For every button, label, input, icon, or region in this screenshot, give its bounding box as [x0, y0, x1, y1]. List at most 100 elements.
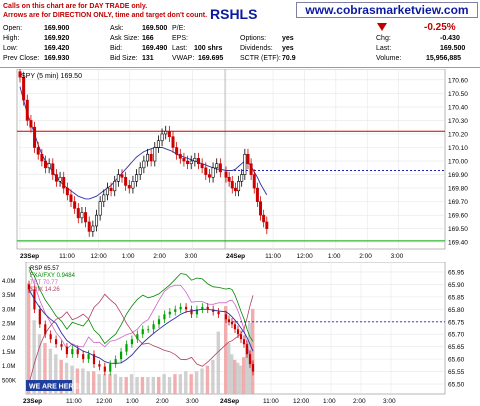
- prev-close-value: 169.930: [44, 55, 70, 62]
- vwap-label: VWAP:: [172, 55, 195, 62]
- price-candle-body: [142, 160, 146, 169]
- last-price-label: Last:: [376, 45, 392, 52]
- price-candle-body: [149, 153, 153, 162]
- rsp-candle-body: [239, 334, 243, 340]
- volume-bar: [113, 374, 118, 394]
- ask-value: 169.500: [142, 25, 168, 32]
- low-value: 169.420: [44, 45, 70, 52]
- volume-bar: [194, 371, 199, 394]
- indicator-legend-entry: FXA/FXY 0.9484: [30, 273, 76, 279]
- rsp-candle-body: [227, 319, 231, 322]
- price-candle-body: [211, 167, 215, 178]
- price-y-tick-label: 169.50: [448, 226, 468, 233]
- rsp-candle-body: [54, 339, 58, 345]
- rsp-candle-body: [114, 359, 117, 365]
- indicator-overlays: [28, 266, 254, 385]
- rsp-candle-body: [224, 314, 228, 320]
- bid-value: 169.490: [142, 45, 168, 52]
- bid-label: Bid:: [110, 45, 123, 52]
- indicator-x-tick-label: 11:00: [66, 398, 82, 405]
- sctr-label: SCTR (ETF):: [240, 55, 281, 62]
- price-plot-area: [16, 69, 446, 250]
- indicator-x-tick-label: 12:00: [96, 398, 113, 405]
- volume-bar: [146, 376, 150, 394]
- volume-bar: [81, 368, 85, 394]
- volume-bar: [242, 357, 246, 394]
- price-y-tick-label: 170.50: [448, 91, 468, 98]
- volume-y-tick-label: 1.0M: [2, 364, 15, 370]
- volume-bar: [157, 376, 161, 394]
- high-value: 169.920: [44, 35, 70, 42]
- rsp-candle-body: [195, 309, 199, 315]
- rsp-candle-body: [201, 306, 204, 310]
- chg-label: Chg:: [376, 35, 391, 42]
- price-candle-body: [73, 201, 77, 209]
- indicator-y-tick-label: 65.95: [448, 269, 465, 276]
- indicator-x-tick-label: 3:00: [383, 398, 396, 405]
- fxa-fxy-line: [28, 266, 254, 345]
- volume-bar: [167, 376, 172, 394]
- price-candle-body: [69, 194, 73, 202]
- price-candle-body: [178, 153, 182, 159]
- rsp-candle-body: [109, 364, 112, 372]
- volume-bar: [119, 376, 123, 394]
- price-legend: SPY (5 min) 169.50: [21, 73, 82, 80]
- indicator-x-tick-label: 11:00: [263, 398, 279, 405]
- price-x-tick-label: 24Sep: [226, 253, 245, 260]
- rsp-candle-body: [174, 309, 177, 312]
- indicator-y-tick-label: 65.70: [448, 332, 465, 339]
- rsp-candle-body: [87, 354, 90, 360]
- price-candle-body: [116, 174, 120, 182]
- volume-label: Volume:: [376, 55, 402, 62]
- price-candle-body: [259, 201, 263, 216]
- rsp-candle-body: [98, 364, 101, 367]
- rsp-candle-body: [60, 344, 63, 347]
- volume-bar: [92, 371, 96, 394]
- price-y-tick-label: 169.40: [448, 240, 468, 247]
- site-banner[interactable]: www.cobrasmarketview.com: [296, 2, 478, 18]
- price-candle-body: [84, 212, 88, 223]
- bid-size-value: 131: [142, 55, 154, 62]
- volume-y-tick-label: 1.5M: [2, 350, 15, 356]
- price-moving-average: [19, 86, 268, 200]
- rsp-candle-body: [163, 314, 166, 320]
- price-x-tick-label: 12:00: [90, 253, 107, 260]
- indicator-x-tick-label: 2:00: [353, 398, 366, 405]
- rsp-candle-body: [44, 324, 47, 335]
- rsp-candle-body: [217, 311, 220, 315]
- sctr-value: 70.9: [282, 55, 296, 62]
- volume-bar: [86, 371, 90, 394]
- price-candle-body: [131, 181, 135, 189]
- price-candle-body: [135, 174, 139, 182]
- down-arrow-icon: [377, 23, 387, 31]
- indicator-legend-entry: RSP 65.57: [30, 266, 60, 272]
- moving-average-line: [19, 86, 268, 200]
- price-x-tick-label: 3:00: [391, 253, 404, 260]
- price-candle-body: [43, 160, 47, 169]
- volume-bar: [27, 283, 31, 394]
- price-candle-body: [62, 176, 66, 189]
- price-candle-body: [113, 181, 117, 192]
- price-x-tick-label: 2:00: [153, 253, 166, 260]
- price-x-tick-label: 11:00: [265, 253, 281, 260]
- rsp-candle-body: [125, 344, 128, 352]
- price-candle-body: [156, 140, 160, 148]
- page-title: RSHLS: [210, 6, 258, 22]
- rsp-candle-body: [92, 354, 96, 365]
- indicator-y-tick-label: 65.60: [448, 357, 465, 364]
- price-candle-body: [105, 187, 109, 196]
- volume-bar: [70, 365, 74, 394]
- volume-bar: [151, 376, 155, 394]
- price-x-tick-label: 12:00: [296, 253, 313, 260]
- options-label: Options:: [240, 35, 267, 42]
- high-label: High:: [3, 35, 20, 42]
- price-reference-lines: [17, 130, 445, 242]
- price-candle-body: [207, 174, 211, 178]
- price-candle-body: [33, 126, 37, 148]
- indicator-y-tick-label: 65.80: [448, 307, 465, 314]
- price-candle-body: [215, 163, 219, 169]
- rsp-candle-body: [27, 284, 31, 290]
- dividends-value: yes: [282, 45, 294, 52]
- volume-bar: [129, 374, 134, 394]
- vix-line: [28, 293, 254, 385]
